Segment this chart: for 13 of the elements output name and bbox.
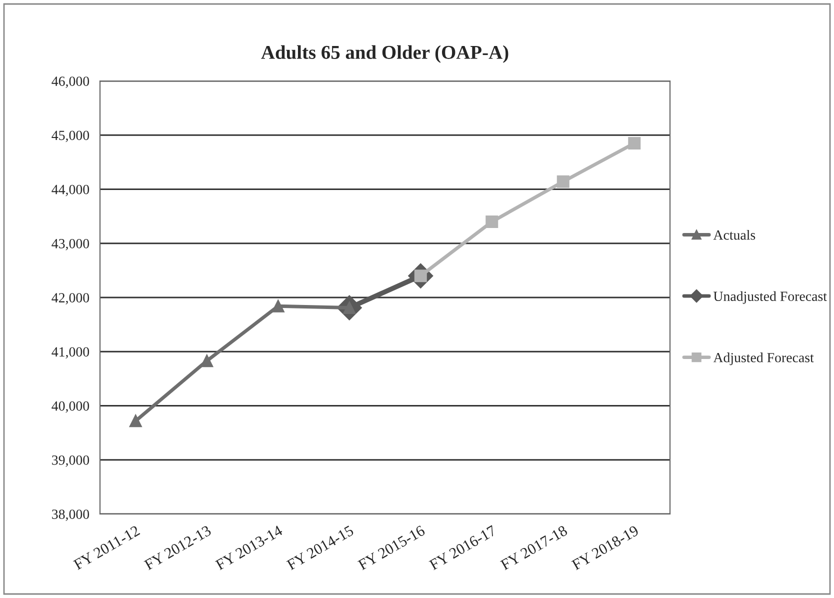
legend-label: Unadjusted Forecast bbox=[713, 291, 827, 304]
y-tick-label: 43,000 bbox=[52, 238, 90, 250]
legend-label: Actuals bbox=[713, 230, 756, 240]
y-tick-label: 40,000 bbox=[52, 401, 90, 413]
chart-title: Adults 65 and Older (OAP-A) bbox=[261, 45, 508, 63]
y-tick-label: 44,000 bbox=[52, 184, 90, 196]
y-tick-label: 46,000 bbox=[52, 76, 90, 88]
y-tick-label: 38,000 bbox=[52, 510, 90, 521]
legend-label: Adjusted Forecast bbox=[713, 352, 814, 366]
y-tick-label: 45,000 bbox=[52, 130, 90, 142]
y-tick-label: 39,000 bbox=[52, 455, 90, 467]
y-tick-label: 42,000 bbox=[52, 293, 90, 304]
y-tick-label: 41,000 bbox=[52, 347, 90, 359]
